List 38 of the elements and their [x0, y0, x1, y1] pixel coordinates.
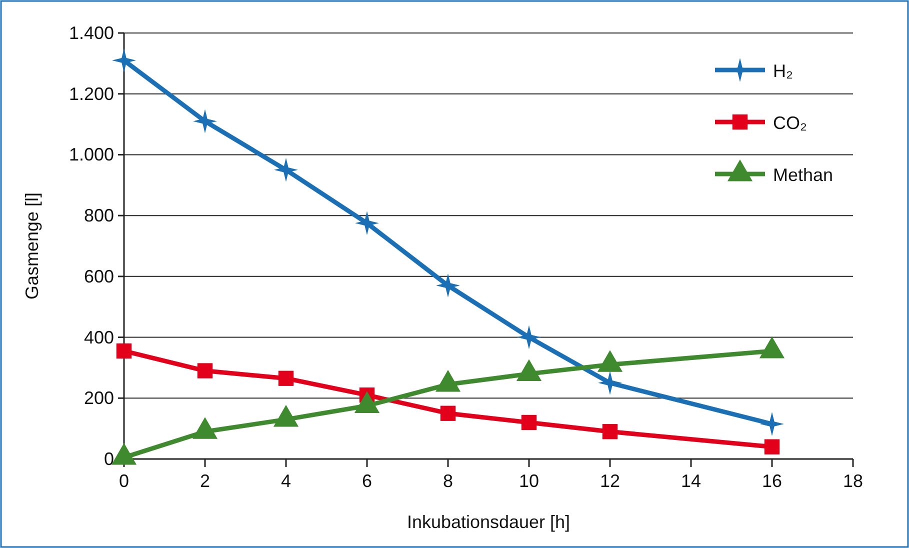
point	[193, 109, 217, 134]
point	[278, 370, 294, 386]
x-tick-label: 0	[118, 471, 130, 491]
y-tick-label: 400	[84, 327, 114, 348]
x-tick-label: 12	[600, 471, 620, 491]
x-tick-label: 4	[280, 471, 292, 491]
point	[112, 48, 136, 72]
legend-label: CO₂	[773, 113, 807, 133]
point	[517, 325, 541, 350]
x-tick-label: 18	[842, 471, 864, 491]
y-tick-label: 1.400	[68, 23, 114, 43]
point	[436, 274, 460, 298]
x-tick-label: 14	[680, 471, 702, 491]
y-tick-label: 800	[84, 206, 114, 226]
legend-label: Methan	[773, 165, 834, 185]
y-tick-label: 1.000	[68, 144, 114, 165]
point	[521, 414, 537, 430]
x-tick-label: 10	[518, 471, 540, 491]
legend-label: H₂	[773, 61, 793, 81]
point	[274, 158, 298, 182]
point	[764, 439, 780, 454]
point	[760, 412, 784, 436]
x-tick-label: 16	[762, 471, 782, 491]
point	[197, 363, 213, 378]
y-tick-label: 200	[84, 388, 114, 408]
y-axis-title: Gasmenge [l]	[22, 192, 42, 300]
point	[598, 370, 622, 395]
y-tick-label: 0	[104, 449, 114, 469]
x-tick-label: 6	[362, 471, 372, 491]
point	[355, 211, 379, 236]
y-tick-label: 600	[84, 266, 114, 286]
point	[602, 424, 618, 440]
x-tick-label: 8	[442, 471, 454, 491]
point	[116, 343, 132, 359]
y-tick-label: 1.200	[68, 84, 114, 104]
point	[440, 406, 456, 421]
x-tick-label: 2	[200, 471, 210, 491]
x-axis-title: Inkubationsdauer [h]	[406, 512, 570, 532]
